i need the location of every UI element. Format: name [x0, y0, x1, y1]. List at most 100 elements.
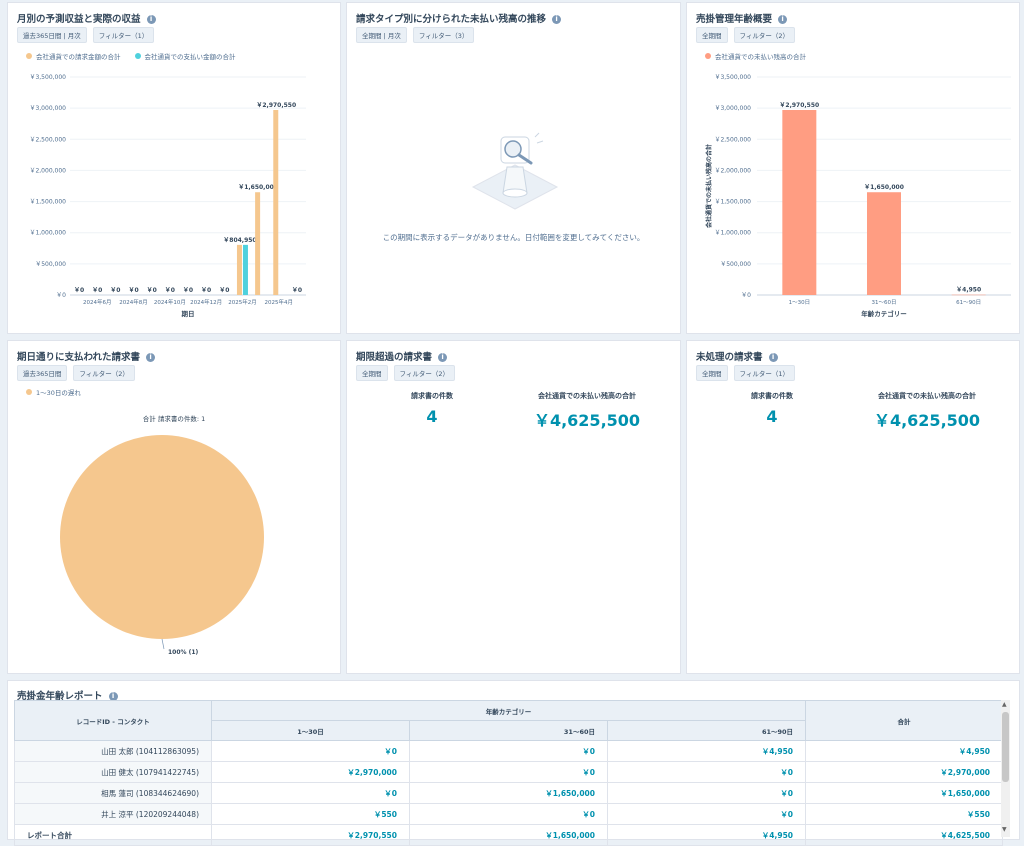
- date-range-tag[interactable]: 過去365日間: [17, 365, 68, 381]
- contact-name[interactable]: 山田 太郎 (104112863095): [14, 740, 212, 762]
- invoice-count-kpi[interactable]: 請求書の件数 4: [727, 391, 817, 426]
- filter-tag[interactable]: フィルター（2）: [393, 365, 456, 381]
- card-title: 未処理の請求書 i: [696, 349, 778, 363]
- column-header-61-90[interactable]: 61〜90日: [606, 720, 807, 741]
- date-range-tag[interactable]: 過去365日間 | 月次: [17, 27, 87, 43]
- kpi-label: 会社通貨での未払い残高の合計: [538, 392, 636, 400]
- y-tick-label: ￥2,500,000: [29, 136, 66, 143]
- info-icon[interactable]: i: [108, 692, 118, 701]
- x-tick-label: 2024年6月: [83, 298, 112, 306]
- bar-billed: [273, 109, 279, 295]
- y-tick-label: ￥3,500,000: [29, 74, 66, 81]
- total-cell: ￥4,950: [606, 824, 807, 846]
- scroll-down-arrow-icon[interactable]: ▼: [1002, 826, 1007, 833]
- scrollbar-thumb[interactable]: [1002, 712, 1009, 782]
- legend-item[interactable]: 1〜30日の遅れ: [26, 387, 81, 397]
- table-cell[interactable]: ￥550: [211, 803, 410, 825]
- info-icon[interactable]: i: [146, 353, 156, 362]
- y-tick-label: ￥3,500,000: [714, 74, 751, 81]
- table-cell[interactable]: ￥0: [606, 803, 807, 825]
- table-cell[interactable]: ￥1,650,000: [409, 782, 608, 804]
- data-label: ￥1,650,000: [238, 184, 278, 191]
- card-title: 売掛管理年齢概要 i: [696, 11, 788, 25]
- data-label: ￥0: [147, 287, 157, 294]
- y-tick-label: ￥1,000,000: [714, 230, 751, 237]
- scroll-up-arrow-icon[interactable]: ▲: [1002, 701, 1007, 708]
- info-icon[interactable]: i: [768, 353, 778, 362]
- kpi-label: 会社通貨での未払い残高の合計: [878, 392, 976, 400]
- x-tick-label: 61〜90日: [956, 299, 981, 306]
- y-tick-label: ￥1,000,000: [29, 230, 66, 237]
- y-tick-label: ￥2,500,000: [714, 136, 751, 143]
- table-cell[interactable]: ￥2,970,000: [805, 761, 1004, 783]
- legend-item[interactable]: 会社通貨での未払い残高の合計: [705, 51, 806, 61]
- y-tick-label: ￥1,500,000: [714, 199, 751, 206]
- column-header-31-60[interactable]: 31〜60日: [409, 720, 608, 741]
- empty-message: この期間に表示するデータがありません。日付範囲を変更してみてください。: [382, 233, 645, 242]
- data-label: ￥1,650,000: [864, 184, 904, 191]
- card-title: 請求タイプ別に分けられた未払い残高の推移 i: [356, 11, 562, 25]
- legend: 1〜30日の遅れ: [26, 387, 81, 397]
- column-group-header: 年齢カテゴリー: [210, 700, 807, 721]
- info-icon[interactable]: i: [146, 15, 156, 24]
- filter-tag[interactable]: フィルター（1）: [92, 27, 155, 43]
- table-scrollbar[interactable]: ▲ ▼: [1001, 700, 1010, 837]
- table-cell[interactable]: ￥2,970,000: [211, 761, 410, 783]
- x-axis-title: 期日: [182, 309, 195, 318]
- table-cell[interactable]: ￥550: [805, 803, 1004, 825]
- x-tick-label: 2025年4月: [265, 298, 294, 306]
- table-cell[interactable]: ￥4,950: [606, 740, 807, 762]
- y-tick-label: ￥2,000,000: [714, 167, 751, 174]
- outstanding-total-kpi[interactable]: 会社通貨での未払い残高の合計 ￥4,625,500: [517, 391, 657, 431]
- date-range-tag[interactable]: 全期間: [356, 365, 388, 381]
- info-icon[interactable]: i: [438, 353, 448, 362]
- table-cell[interactable]: ￥0: [211, 740, 410, 762]
- column-header-1-30[interactable]: 1〜30日: [211, 720, 410, 741]
- legend-item[interactable]: 会社通貨での請求金額の合計: [26, 51, 121, 61]
- data-label: ￥0: [74, 287, 84, 294]
- table-cell[interactable]: ￥1,650,000: [805, 782, 1004, 804]
- x-tick-label: 2024年8月: [119, 298, 148, 306]
- bar-billed: [236, 244, 242, 295]
- contact-name[interactable]: 相馬 蓮司 (108344624690): [14, 782, 212, 804]
- card-unprocessed: 未処理の請求書 i 全期間 フィルター（1） 請求書の件数 4 会社通貨での未払い…: [686, 340, 1020, 674]
- table-cell[interactable]: ￥0: [606, 761, 807, 783]
- y-tick-label: ￥2,000,000: [29, 167, 66, 174]
- x-tick-label: 2025年2月: [228, 298, 257, 306]
- info-icon[interactable]: i: [552, 15, 562, 24]
- contact-name[interactable]: 井上 涼平 (120209244048): [14, 803, 212, 825]
- contact-name[interactable]: 山田 健太 (107941422745): [14, 761, 212, 783]
- filter-tag[interactable]: フィルター（3）: [412, 27, 475, 43]
- filter-tag[interactable]: フィルター（1）: [733, 365, 796, 381]
- data-label: ￥0: [110, 287, 120, 294]
- data-label: ￥0: [292, 287, 302, 294]
- kpi-label: 請求書の件数: [751, 392, 793, 400]
- filter-tag[interactable]: フィルター（2）: [73, 365, 135, 381]
- legend-item[interactable]: 会社通貨での支払い金額の合計: [134, 51, 236, 61]
- table-cell[interactable]: ￥0: [409, 761, 608, 783]
- filter-tag[interactable]: フィルター（2）: [733, 27, 796, 43]
- total-row: レポート合計 ￥2,970,550 ￥1,650,000 ￥4,950 ￥4,6…: [14, 824, 1004, 846]
- column-header-record[interactable]: レコードID - コンタクト: [14, 700, 212, 741]
- table-cell[interactable]: ￥0: [409, 740, 608, 762]
- invoice-count-kpi[interactable]: 請求書の件数 4: [387, 391, 477, 426]
- total-label: レポート合計: [14, 824, 212, 846]
- date-range-tag[interactable]: 全期間: [696, 365, 728, 381]
- column-header-total[interactable]: 合計: [805, 700, 1004, 741]
- y-tick-label: ￥500,000: [720, 261, 751, 268]
- data-label: ￥0: [183, 287, 193, 294]
- table-cell[interactable]: ￥0: [606, 782, 807, 804]
- aging-chart: ￥0 ￥500,000 ￥1,000,000 ￥1,500,000 ￥2,000,000…: [705, 74, 1011, 318]
- table-cell[interactable]: ￥4,950: [805, 740, 1004, 762]
- data-label: ￥0: [165, 287, 175, 294]
- outstanding-total-kpi[interactable]: 会社通貨での未払い残高の合計 ￥4,625,500: [857, 391, 997, 431]
- table-cell[interactable]: ￥0: [211, 782, 410, 804]
- date-range-tag[interactable]: 全期間 | 月次: [356, 27, 407, 43]
- pie-total-label: 合計 請求書の件数: 1: [142, 415, 206, 423]
- card-overdue: 期限超過の請求書 i 全期間 フィルター（2） 請求書の件数 4 会社通貨での未払…: [346, 340, 681, 674]
- y-tick-label: ￥500,000: [35, 261, 66, 268]
- info-icon[interactable]: i: [778, 15, 788, 24]
- date-range-tag[interactable]: 全期間: [696, 27, 728, 43]
- paid-pie-chart: 100% (1): [60, 435, 264, 656]
- table-cell[interactable]: ￥0: [409, 803, 608, 825]
